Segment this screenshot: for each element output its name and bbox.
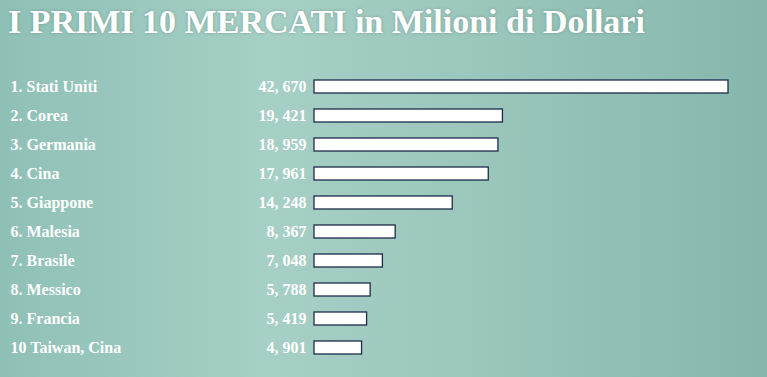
svg-text:5. Giappone: 5. Giappone <box>11 194 94 212</box>
svg-text:7, 048: 7, 048 <box>267 252 307 269</box>
svg-text:8, 367: 8, 367 <box>267 223 307 240</box>
svg-text:4. Cina: 4. Cina <box>11 165 60 182</box>
svg-text:17, 961: 17, 961 <box>259 165 307 182</box>
svg-text:3. Germania: 3. Germania <box>11 136 96 153</box>
svg-text:18, 959: 18, 959 <box>259 136 307 153</box>
svg-text:7. Brasile: 7. Brasile <box>11 252 75 269</box>
svg-text:1. Stati Uniti: 1. Stati Uniti <box>11 78 98 95</box>
svg-text:8. Messico: 8. Messico <box>11 281 81 298</box>
svg-text:10 Taiwan, Cina: 10 Taiwan, Cina <box>11 339 122 356</box>
html-text:I PRIMI 10 MERCATI in Milioni: I PRIMI 10 MERCATI in Milioni di Dollari <box>8 3 645 40</box>
svg-text:5, 788: 5, 788 <box>267 281 307 298</box>
svg-text:5, 419: 5, 419 <box>267 310 307 327</box>
svg-text:14, 248: 14, 248 <box>259 194 307 211</box>
svg-text:19, 421: 19, 421 <box>259 107 307 124</box>
svg-text:42, 670: 42, 670 <box>259 78 307 95</box>
svg-text:2. Corea: 2. Corea <box>11 107 68 124</box>
svg-text:9. Francia: 9. Francia <box>11 310 80 327</box>
svg-text:6. Malesia: 6. Malesia <box>11 223 80 240</box>
svg-text:4, 901: 4, 901 <box>267 339 307 356</box>
